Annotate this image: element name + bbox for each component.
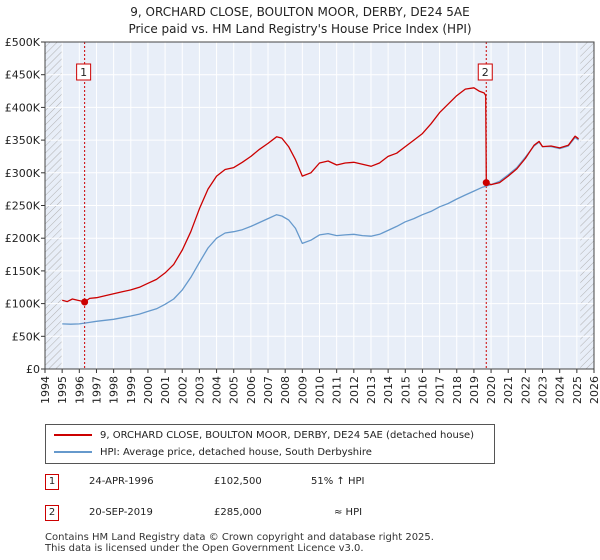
x-tick-label: 2017 [434, 376, 447, 404]
x-tick-label: 2018 [451, 376, 464, 404]
x-tick-label: 2022 [519, 376, 532, 404]
y-tick-label: £350K [5, 134, 41, 147]
legend-label-hpi: HPI: Average price, detached house, Sout… [100, 447, 372, 458]
x-tick-label: 2010 [314, 376, 327, 404]
y-tick-label: £100K [5, 298, 41, 311]
y-tick-label: £200K [5, 232, 41, 245]
x-tick-label: 1997 [90, 376, 103, 404]
x-tick-label: 2003 [193, 376, 206, 404]
sale-marker-box-frame [477, 63, 493, 81]
x-tick-label: 2015 [399, 376, 412, 404]
legend-item-price: 9, ORCHARD CLOSE, BOULTON MOOR, DERBY, D… [54, 428, 474, 444]
x-tick-label: 2016 [416, 376, 429, 404]
sale-marker-box: 1 [76, 63, 92, 81]
y-tick-label: £50K [12, 330, 41, 343]
x-tick-label: 1994 [39, 376, 52, 404]
x-tick-label: 2006 [245, 376, 258, 404]
x-tick-label: 1996 [73, 376, 86, 404]
plot-frame [44, 41, 595, 370]
x-tick-label: 2007 [262, 376, 275, 404]
y-tick-label: £150K [5, 265, 41, 278]
footer-line2: This data is licensed under the Open Gov… [45, 543, 364, 554]
x-tick-label: 2026 [588, 376, 600, 404]
y-tick-label: £300K [5, 167, 41, 180]
x-tick-label: 2008 [279, 376, 292, 404]
chart-title-line1: 9, ORCHARD CLOSE, BOULTON MOOR, DERBY, D… [130, 5, 470, 19]
y-tick-label: £500K [5, 36, 41, 49]
x-tick-label: 2013 [365, 376, 378, 404]
x-tick-label: 2001 [159, 376, 172, 404]
sale-marker-label: 2 [482, 66, 489, 79]
sale-point [482, 179, 490, 187]
x-tick-label: 2011 [331, 376, 344, 404]
footer: Contains HM Land Registry data © Crown c… [45, 532, 434, 554]
hpi-line [62, 136, 579, 325]
chart-title: 9, ORCHARD CLOSE, BOULTON MOOR, DERBY, D… [0, 4, 600, 38]
x-tick-label: 2019 [468, 376, 481, 404]
x-tick-label: 2012 [348, 376, 361, 404]
transaction-price: £102,500 [214, 476, 262, 487]
sale-marker-box: 2 [477, 63, 493, 81]
legend-label-price: 9, ORCHARD CLOSE, BOULTON MOOR, DERBY, D… [100, 430, 475, 441]
x-tick-label: 2005 [228, 376, 241, 404]
x-tick-label: 1999 [125, 376, 138, 404]
legend: 9, ORCHARD CLOSE, BOULTON MOOR, DERBY, D… [45, 424, 495, 464]
x-tick-label: 2004 [211, 376, 224, 404]
legend-swatch-price [54, 434, 92, 436]
legend-swatch-hpi [54, 451, 92, 453]
transaction-date: 24-APR-1996 [89, 476, 154, 487]
transaction-marker: 1 [45, 474, 59, 490]
transaction-hpi-relation: ≈ HPI [334, 507, 363, 518]
footer-line1: Contains HM Land Registry data © Crown c… [45, 532, 434, 543]
transaction-marker: 2 [45, 505, 59, 521]
x-tick-label: 2024 [554, 376, 567, 404]
price-paid-line [62, 87, 579, 303]
x-tick-label: 1998 [108, 376, 121, 404]
sale-point [81, 298, 89, 306]
x-tick-label: 2002 [176, 376, 189, 404]
y-tick-label: £400K [5, 101, 41, 114]
legend-item-hpi: HPI: Average price, detached house, Sout… [54, 445, 372, 461]
x-tick-label: 2023 [537, 376, 550, 404]
x-tick-label: 2020 [485, 376, 498, 404]
y-tick-label: £0 [26, 363, 40, 376]
sale-marker-label: 1 [80, 66, 87, 79]
chart-title-line2: Price paid vs. HM Land Registry's House … [128, 22, 472, 36]
x-tick-label: 1995 [56, 376, 69, 404]
x-tick-label: 2021 [502, 376, 515, 404]
x-tick-label: 2009 [296, 376, 309, 404]
sale-marker-box-frame [76, 63, 92, 81]
x-tick-label: 2025 [571, 376, 584, 404]
y-tick-label: £250K [5, 200, 41, 213]
transaction-hpi-relation: 51% ↑ HPI [311, 476, 365, 487]
transaction-date: 20-SEP-2019 [89, 507, 153, 518]
x-tick-label: 2014 [382, 376, 395, 404]
price-chart: 1 2 £0 £50K £100K £150K £200K £250K £300K £350K £4… [5, 36, 600, 404]
y-tick-label: £450K [5, 69, 41, 82]
transaction-price: £285,000 [214, 507, 262, 518]
x-tick-label: 2000 [142, 376, 155, 404]
